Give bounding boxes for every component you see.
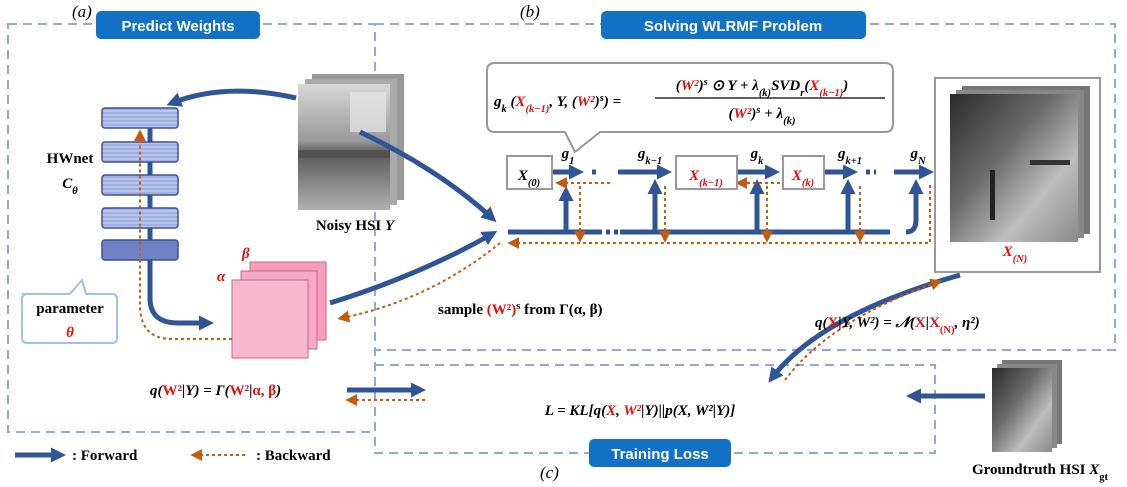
text-part: (W²)	[487, 302, 517, 318]
text-part: W²	[623, 403, 641, 419]
text-part: ,	[615, 403, 623, 419]
image-detail	[350, 92, 386, 132]
text-part: N	[917, 156, 926, 167]
text-part: q(	[150, 383, 164, 399]
groundtruth-label: Groundtruth HSI Xgt	[972, 462, 1109, 483]
panel-title: Training Loss	[611, 446, 709, 463]
legend-label: : Backward	[256, 448, 331, 464]
image-label: Noisy HSI Y	[316, 218, 396, 234]
noisy-hsi-image	[298, 74, 404, 210]
legend-label: : Forward	[72, 448, 138, 464]
text-part: ⊙ Y + λ	[708, 78, 759, 94]
text-part: (k)	[802, 178, 814, 189]
parameter-label: parameter	[36, 301, 104, 317]
diagram: (a) Predict Weights (b) Solving WLRMF Pr…	[0, 0, 1127, 487]
text-part: X	[915, 315, 926, 331]
text-part: W²	[734, 106, 752, 122]
forward-arrow	[172, 91, 296, 103]
text-part: k+1	[846, 156, 862, 167]
text-part: α, β	[252, 383, 276, 399]
weight-feeds	[566, 185, 916, 232]
text-part: ) =	[602, 94, 621, 110]
text-part: )	[697, 78, 704, 94]
text-part: )	[274, 383, 281, 399]
step-label: gk+1	[837, 146, 862, 167]
forward-arrow	[150, 298, 208, 323]
network-name: HWnet	[47, 151, 94, 167]
alpha-label: α	[217, 269, 226, 285]
text-part: q(	[815, 315, 829, 331]
image-layer	[992, 368, 1052, 452]
text-part: (k−1)	[699, 178, 723, 189]
text-part: sample	[438, 302, 487, 318]
panel-title: Predict Weights	[121, 18, 234, 35]
sample-text: sample (W²)s from Γ(α, β)	[438, 301, 603, 319]
text-part: Y	[385, 218, 396, 234]
text-part: , Y, (	[548, 94, 578, 110]
text-part: k	[758, 156, 764, 167]
image-layer	[950, 94, 1078, 242]
cube-layer	[232, 280, 308, 358]
groundtruth-image	[992, 360, 1062, 452]
text-part: from Γ(α, β)	[520, 302, 602, 318]
beta-label: β	[241, 246, 250, 262]
text-part: |Y, W²) = 𝒩(	[838, 315, 916, 331]
step-label: gk	[750, 146, 765, 167]
text-part: )	[593, 94, 600, 110]
posterior-w-formula: q(W²|Y) = Γ(W²|α, β)	[150, 383, 281, 399]
text-part: , η²)	[953, 315, 979, 331]
text-part: SVD	[771, 78, 800, 94]
panel-tag: (a)	[72, 2, 92, 21]
layer	[102, 108, 178, 128]
text-part: X	[828, 315, 839, 331]
text-part: k−1	[645, 156, 662, 167]
image-detail	[298, 150, 390, 158]
posterior-x-formula: q(X|Y, W²) = 𝒩(X|X(N), η²)	[815, 315, 980, 336]
panel-tag: (c)	[540, 463, 559, 482]
text-part: L = KL[q(	[544, 403, 607, 419]
text-part: (0)	[528, 178, 540, 189]
text-part: gt	[1099, 472, 1108, 483]
text-part: + λ	[760, 106, 783, 122]
text-part: (k−1)	[819, 88, 843, 99]
step-label: gk−1	[637, 146, 662, 167]
output-image	[950, 86, 1090, 242]
text-part: W²	[577, 94, 595, 110]
text-part: W²	[163, 383, 183, 399]
text-part: X	[929, 315, 940, 331]
step-label: g1	[561, 146, 575, 167]
text-part: (N)	[1013, 254, 1028, 265]
text-part: Noisy HSI	[316, 218, 385, 234]
loss-formula: L = KL[q(X, W²|Y)||p(X, W²|Y)]	[544, 403, 736, 419]
text-part: θ	[72, 186, 78, 197]
step-label: gN	[909, 146, 926, 167]
text-part: (k)	[783, 116, 795, 127]
network-symbol: Cθ	[62, 176, 78, 197]
text-part: (k−1)	[526, 104, 550, 115]
image-detail	[990, 170, 995, 220]
text-part: Groundtruth HSI	[972, 462, 1089, 478]
text-part: W²	[230, 383, 250, 399]
text-part: (N)	[940, 325, 955, 336]
weight-bus	[508, 220, 916, 232]
image-detail	[1030, 160, 1070, 165]
text-part: )	[841, 78, 848, 94]
panel-tag: (b)	[520, 2, 540, 21]
text-part: |Y)||p(X, W²|Y)]	[641, 403, 735, 419]
text-part: W²	[681, 78, 699, 94]
panel-title: Solving WLRMF Problem	[644, 18, 822, 35]
text-part: )	[749, 106, 756, 122]
text-part: 1	[569, 156, 574, 167]
text-part: |Y) = Γ(	[182, 383, 231, 399]
parameter-symbol: θ	[66, 325, 74, 341]
forward-arrow	[330, 234, 492, 303]
gamma-params-cube	[232, 262, 326, 358]
text-part: (k)	[759, 88, 771, 99]
